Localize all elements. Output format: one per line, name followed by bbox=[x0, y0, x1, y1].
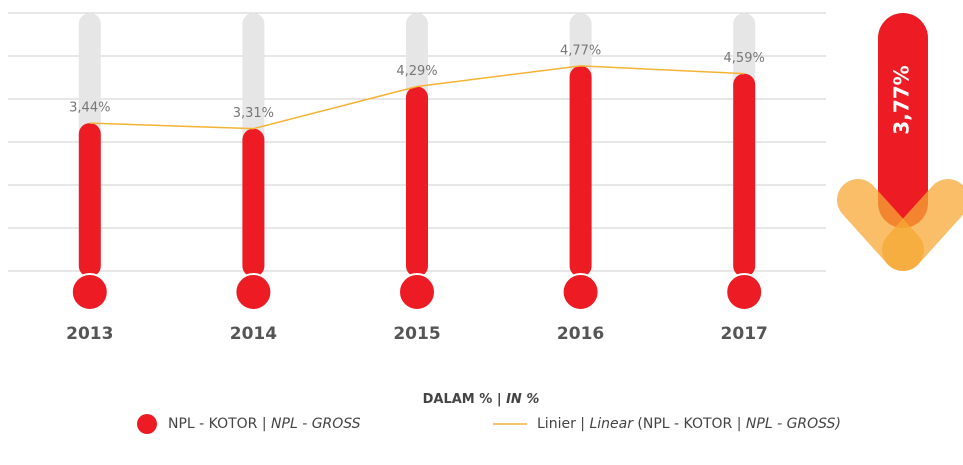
text-part: NPL - KOTOR | bbox=[168, 416, 271, 432]
text-part: NPL - GROSS) bbox=[746, 416, 841, 432]
x-tick-label: 2014 bbox=[230, 324, 277, 344]
x-tick-label: 2017 bbox=[721, 324, 768, 344]
legend-label: Linier | Linear (NPL - KOTOR | NPL - GRO… bbox=[537, 416, 841, 432]
data-label: 4,59% bbox=[724, 51, 765, 66]
bar-bulb bbox=[561, 273, 600, 311]
text-part: NPL - GROSS bbox=[271, 416, 361, 432]
bar bbox=[733, 73, 756, 277]
chevron-arm bbox=[882, 179, 963, 271]
axis-title: DALAM % | IN % bbox=[423, 392, 540, 407]
text-part: Linear bbox=[589, 416, 634, 432]
text-part: (NPL - KOTOR | bbox=[633, 416, 746, 432]
bar bbox=[406, 86, 428, 277]
data-label: 4,29% bbox=[396, 64, 437, 79]
x-tick-label: 2013 bbox=[66, 324, 113, 344]
x-tick-label: 2016 bbox=[557, 324, 604, 344]
highlight-label: 3,77% bbox=[890, 65, 914, 134]
data-label: 3,31% bbox=[233, 106, 274, 121]
bar-bulb bbox=[70, 273, 109, 311]
text-part: DALAM % | bbox=[423, 392, 506, 407]
bar-bulb bbox=[234, 273, 273, 311]
bar bbox=[78, 123, 101, 277]
legend-symbol bbox=[137, 414, 157, 434]
legend: NPL - KOTOR | NPL - GROSS Linier | Linear… bbox=[137, 414, 841, 434]
data-label: 4,77% bbox=[560, 43, 601, 58]
data-label: 3,44% bbox=[69, 101, 110, 116]
trend-line bbox=[89, 65, 745, 130]
bar-bulb bbox=[398, 273, 436, 311]
bar bbox=[242, 128, 265, 277]
text-part: Linier | bbox=[537, 416, 589, 432]
plot: 3,44% 3,31% 4,29% 4,77% 4,59% 2013 2014 2015 201… bbox=[66, 13, 768, 344]
x-tick-label: 2015 bbox=[393, 324, 440, 344]
highlight-bar bbox=[878, 13, 928, 228]
text-part: IN % bbox=[506, 392, 539, 407]
legend-label: NPL - KOTOR | NPL - GROSS bbox=[168, 416, 361, 432]
bar bbox=[569, 65, 592, 277]
highlight: 3,77% bbox=[837, 13, 963, 271]
bar-bulb bbox=[725, 273, 764, 311]
